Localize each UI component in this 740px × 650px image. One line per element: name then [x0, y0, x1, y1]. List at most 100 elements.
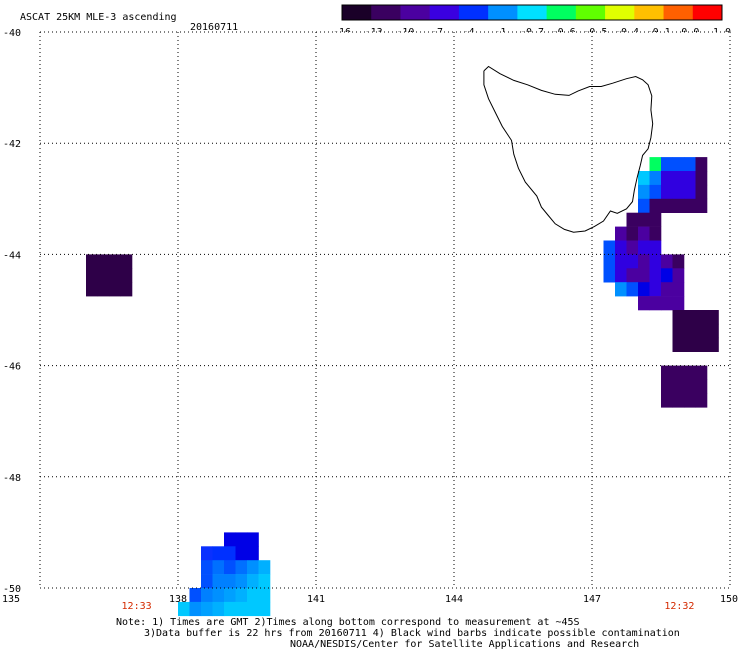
- wind-cell: [695, 198, 708, 213]
- wind-cell: [661, 296, 673, 311]
- longitude-label: 147: [583, 594, 601, 605]
- wind-cell: [695, 337, 708, 352]
- wind-cell: [649, 157, 662, 172]
- wind-cell: [224, 546, 236, 561]
- wind-cell: [649, 198, 662, 213]
- wind-cell: [247, 560, 259, 575]
- wind-cell: [672, 184, 685, 200]
- wind-cell: [638, 212, 650, 227]
- colorbar-swatch: [371, 5, 401, 20]
- wind-cell: [672, 268, 685, 283]
- latitude-label: -46: [3, 362, 21, 373]
- wind-cell: [672, 254, 685, 269]
- wind-cell: [97, 254, 110, 269]
- colorbar-swatch: [517, 5, 548, 20]
- longitude-label: 150: [720, 594, 738, 605]
- wind-cell: [661, 157, 673, 172]
- time-labels: 12:33 12:32: [122, 601, 695, 612]
- wind-cell: [235, 574, 248, 589]
- wind-cell: [661, 198, 673, 213]
- wind-cell: [258, 560, 271, 575]
- wind-cell: [615, 240, 627, 255]
- wind-cell: [235, 560, 248, 575]
- wind-cell: [649, 254, 662, 269]
- wind-cell: [684, 184, 696, 200]
- wind-cell: [212, 560, 225, 575]
- wind-cell: [247, 588, 259, 603]
- wind-cell: [649, 171, 662, 186]
- wind-cell: [212, 546, 225, 561]
- wind-cell: [649, 296, 662, 311]
- wind-cell: [201, 560, 213, 575]
- wind-cell: [695, 171, 708, 186]
- wind-cell: [86, 268, 98, 283]
- wind-cell: [224, 588, 236, 603]
- latitude-label: -42: [3, 139, 21, 150]
- wind-cell: [224, 560, 236, 575]
- footer-note-2: 3)Data buffer is 22 hrs from 20160711 4)…: [144, 628, 680, 639]
- wind-cell: [638, 254, 650, 269]
- longitude-labels: 135 138 141 144 147 150: [2, 594, 738, 605]
- wind-cell: [684, 198, 696, 213]
- map-frame: [40, 32, 730, 588]
- wind-cell: [684, 157, 696, 172]
- wind-cell: [672, 379, 685, 394]
- wind-cell: [626, 212, 639, 227]
- wind-cells: [86, 157, 719, 617]
- colorbar-swatch: [342, 5, 372, 20]
- latitude-label: -48: [3, 473, 21, 484]
- wind-cell: [224, 532, 236, 547]
- wind-cell: [661, 393, 673, 408]
- wind-cell: [615, 268, 627, 283]
- wind-cell: [695, 323, 708, 339]
- wind-cell: [201, 546, 213, 561]
- colorbar-swatch: [575, 5, 606, 20]
- wind-cell: [212, 588, 225, 603]
- gridlines: [39, 31, 731, 589]
- wind-cell: [109, 282, 121, 297]
- pass-time-label: 12:32: [664, 601, 694, 612]
- wind-cell: [661, 171, 673, 186]
- wind-cell: [109, 254, 121, 269]
- latitude-label: -50: [3, 584, 21, 595]
- wind-cell: [120, 282, 133, 297]
- coastline-path: [483, 65, 654, 233]
- wind-cell: [626, 282, 639, 297]
- wind-cell: [707, 323, 719, 339]
- wind-cell: [672, 198, 685, 213]
- colorbar-swatch: [605, 5, 635, 20]
- wind-cell: [684, 310, 696, 325]
- wind-cell: [201, 574, 213, 589]
- wind-cell: [638, 171, 650, 186]
- wind-cell: [695, 379, 708, 394]
- wind-cell: [86, 254, 98, 269]
- wind-cell: [97, 282, 110, 297]
- wind-cell: [638, 282, 650, 297]
- wind-cell: [661, 365, 673, 380]
- wind-cell: [247, 546, 259, 561]
- wind-cell: [684, 393, 696, 408]
- wind-cell: [672, 323, 685, 339]
- wind-cell: [603, 268, 616, 283]
- wind-cell: [615, 226, 627, 241]
- colorbar-swatch: [634, 5, 665, 20]
- colorbar-swatch: [400, 5, 431, 20]
- wind-cell: [684, 379, 696, 394]
- wind-cell: [258, 601, 271, 617]
- wind-cell: [649, 240, 662, 255]
- wind-cell: [649, 282, 662, 297]
- wind-cell: [258, 588, 271, 603]
- wind-cell: [695, 157, 708, 172]
- wind-cell: [189, 601, 202, 617]
- wind-cell: [626, 268, 639, 283]
- wind-cell: [649, 226, 662, 241]
- longitude-label: 135: [2, 594, 20, 605]
- wind-cell: [235, 532, 248, 547]
- wind-cell: [695, 393, 708, 408]
- footer-note-1: Note: 1) Times are GMT 2)Times along bot…: [116, 617, 580, 628]
- wind-cell: [212, 574, 225, 589]
- wind-cell: [638, 268, 650, 283]
- wind-cell: [201, 601, 213, 617]
- wind-cell: [707, 337, 719, 352]
